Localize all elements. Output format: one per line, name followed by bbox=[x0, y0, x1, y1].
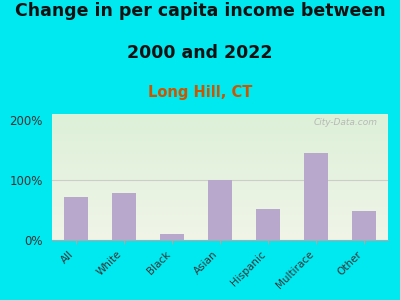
Bar bbox=[112, 193, 136, 240]
Bar bbox=[352, 211, 376, 240]
Text: City-Data.com: City-Data.com bbox=[314, 118, 378, 127]
Bar bbox=[64, 197, 88, 240]
Bar bbox=[256, 209, 280, 240]
Bar bbox=[304, 153, 328, 240]
Text: 2000 and 2022: 2000 and 2022 bbox=[127, 44, 273, 62]
Text: Change in per capita income between: Change in per capita income between bbox=[15, 2, 385, 20]
Bar bbox=[160, 234, 184, 240]
Bar bbox=[208, 180, 232, 240]
Text: Long Hill, CT: Long Hill, CT bbox=[148, 85, 252, 100]
